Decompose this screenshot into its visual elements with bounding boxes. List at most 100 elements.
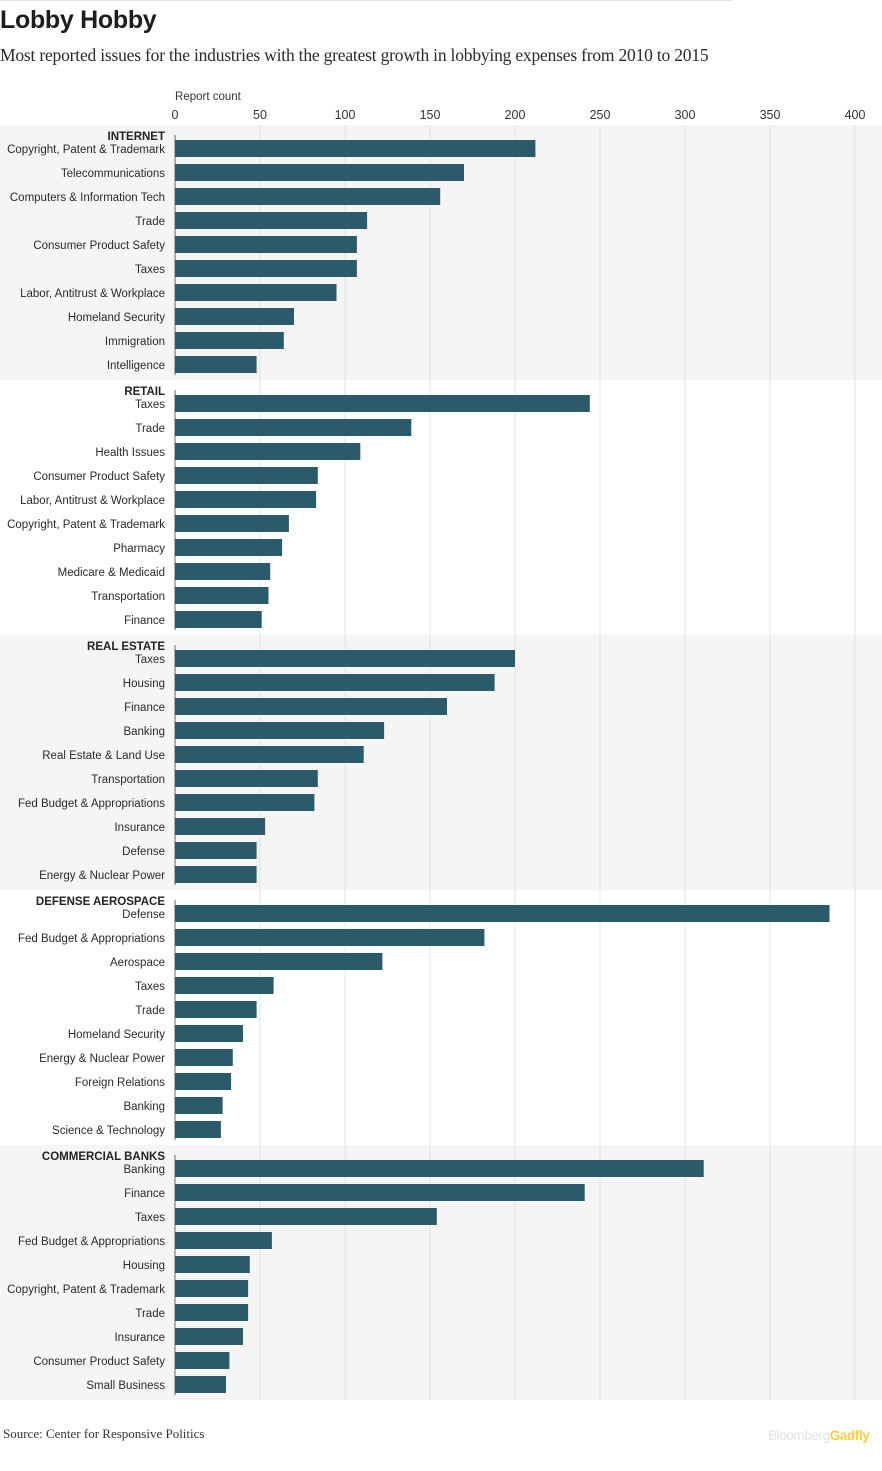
bar bbox=[175, 1025, 243, 1042]
bar bbox=[175, 140, 536, 157]
bar bbox=[175, 929, 485, 946]
category-label: Defense bbox=[122, 846, 165, 858]
category-label: Trade bbox=[135, 216, 165, 228]
x-tick-label: 100 bbox=[335, 108, 356, 122]
bar bbox=[175, 539, 283, 556]
bar bbox=[175, 164, 464, 181]
bar bbox=[175, 212, 368, 229]
bar bbox=[175, 674, 495, 691]
bar bbox=[175, 866, 257, 883]
category-label: Housing bbox=[123, 1260, 165, 1272]
category-label: Consumer Product Safety bbox=[33, 240, 165, 252]
bar bbox=[175, 770, 318, 787]
bar bbox=[175, 905, 830, 922]
bar bbox=[175, 746, 364, 763]
bar bbox=[175, 977, 274, 994]
top-rule bbox=[0, 0, 732, 1]
category-label: Taxes bbox=[135, 264, 165, 276]
category-label: Copyright, Patent & Trademark bbox=[7, 144, 165, 156]
bar bbox=[175, 1073, 232, 1090]
x-tick-label: 400 bbox=[845, 108, 866, 122]
bar bbox=[175, 1049, 233, 1066]
category-label: Defense bbox=[122, 909, 165, 921]
category-label: Health Issues bbox=[95, 447, 165, 459]
x-tick-label: 250 bbox=[590, 108, 611, 122]
bar bbox=[175, 1376, 226, 1393]
group-header: COMMERCIAL BANKS bbox=[42, 1151, 165, 1163]
bar bbox=[175, 1184, 585, 1201]
category-label: Fed Budget & Appropriations bbox=[18, 933, 165, 945]
category-label: Insurance bbox=[114, 1332, 165, 1344]
brand-logo-part2: Gadfly bbox=[829, 1428, 870, 1443]
bar bbox=[175, 284, 337, 301]
category-label: Insurance bbox=[114, 822, 165, 834]
category-label: Banking bbox=[123, 1164, 165, 1176]
brand-logo-part1: Bloomberg bbox=[768, 1428, 830, 1443]
bar bbox=[175, 236, 357, 253]
bar bbox=[175, 260, 357, 277]
category-label: Trade bbox=[135, 1005, 165, 1017]
group-header: RETAIL bbox=[124, 386, 165, 398]
category-label: Homeland Security bbox=[68, 312, 165, 324]
category-label: Copyright, Patent & Trademark bbox=[7, 519, 165, 531]
x-tick-label: 350 bbox=[760, 108, 781, 122]
category-label: Telecommunications bbox=[61, 168, 165, 180]
brand-logo: BloombergGadfly bbox=[768, 1428, 870, 1443]
bar bbox=[175, 1121, 221, 1138]
bar bbox=[175, 356, 257, 373]
category-label: Labor, Antitrust & Workplace bbox=[20, 288, 165, 300]
category-label: Energy & Nuclear Power bbox=[39, 870, 165, 882]
category-label: Transportation bbox=[91, 774, 165, 786]
bar bbox=[175, 698, 447, 715]
category-label: Taxes bbox=[135, 981, 165, 993]
bar bbox=[175, 794, 315, 811]
bar bbox=[175, 818, 266, 835]
x-tick-label: 150 bbox=[420, 108, 441, 122]
bar bbox=[175, 1328, 243, 1345]
chart-title: Lobby Hobby bbox=[0, 6, 157, 34]
bar bbox=[175, 611, 262, 628]
category-label: Consumer Product Safety bbox=[33, 1356, 165, 1368]
category-label: Aerospace bbox=[110, 957, 165, 969]
bar bbox=[175, 419, 412, 436]
group-header: DEFENSE AEROSPACE bbox=[36, 896, 165, 908]
category-label: Real Estate & Land Use bbox=[42, 750, 165, 762]
category-label: Trade bbox=[135, 1308, 165, 1320]
bar bbox=[175, 188, 441, 205]
x-axis-title: Report count bbox=[175, 91, 242, 103]
category-label: Banking bbox=[123, 726, 165, 738]
bar bbox=[175, 587, 269, 604]
category-label: Taxes bbox=[135, 654, 165, 666]
bar bbox=[175, 1097, 223, 1114]
bar bbox=[175, 332, 284, 349]
x-tick-label: 50 bbox=[253, 108, 267, 122]
bar bbox=[175, 491, 317, 508]
bar bbox=[175, 1256, 250, 1273]
bar bbox=[175, 563, 271, 580]
category-label: Consumer Product Safety bbox=[33, 471, 165, 483]
category-label: Finance bbox=[124, 615, 165, 627]
bar-chart: 0 50 100 150 200 250 300 350 400 Report count INTE… bbox=[7, 91, 866, 1400]
bar bbox=[175, 308, 294, 325]
bar bbox=[175, 395, 590, 412]
bar bbox=[175, 1232, 272, 1249]
category-label: Copyright, Patent & Trademark bbox=[7, 1284, 165, 1296]
bar bbox=[175, 842, 257, 859]
group-header: INTERNET bbox=[108, 131, 166, 143]
category-label: Housing bbox=[123, 678, 165, 690]
category-label: Pharmacy bbox=[113, 543, 165, 555]
category-label: Trade bbox=[135, 423, 165, 435]
bar bbox=[175, 1352, 230, 1369]
category-label: Medicare & Medicaid bbox=[58, 567, 165, 579]
chart-subtitle: Most reported issues for the industries … bbox=[0, 45, 709, 65]
category-label: Labor, Antitrust & Workplace bbox=[20, 495, 165, 507]
category-label: Taxes bbox=[135, 1212, 165, 1224]
category-label: Science & Technology bbox=[52, 1125, 165, 1137]
bar bbox=[175, 1304, 249, 1321]
bar bbox=[175, 467, 318, 484]
bar bbox=[175, 722, 385, 739]
category-label: Banking bbox=[123, 1101, 165, 1113]
source-note: Source: Center for Responsive Politics bbox=[3, 1426, 205, 1441]
category-label: Finance bbox=[124, 702, 165, 714]
bar bbox=[175, 1280, 249, 1297]
